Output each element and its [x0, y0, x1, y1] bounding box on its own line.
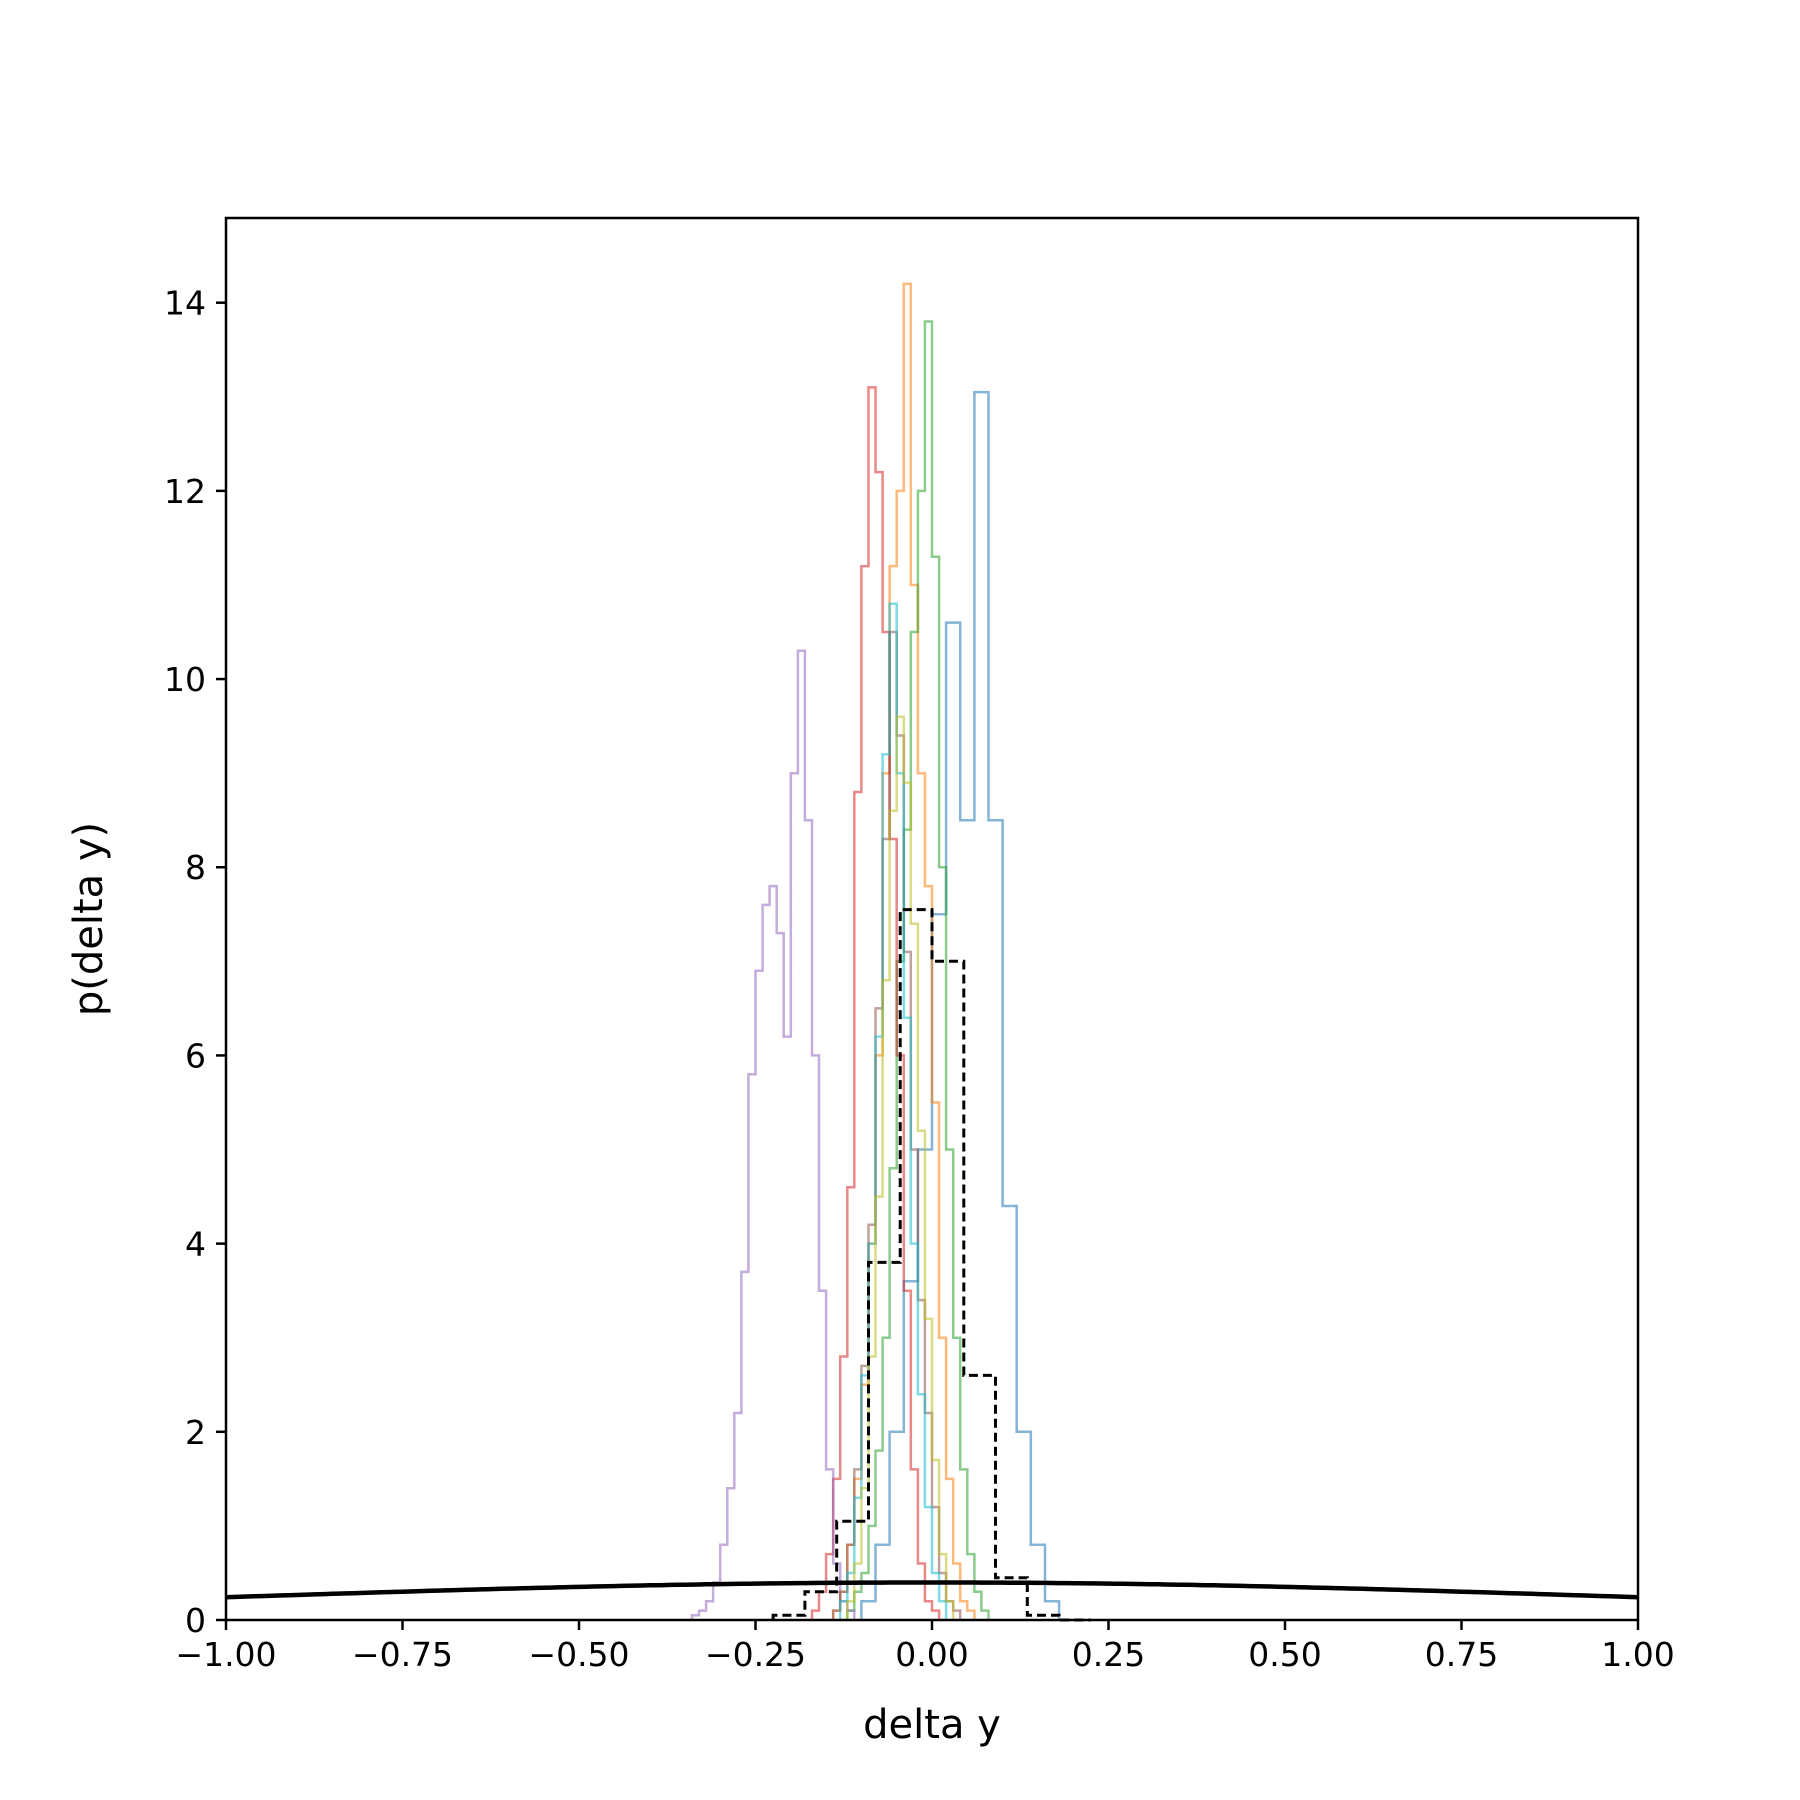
x-tick-label: −1.00	[175, 1635, 276, 1674]
histogram-series-7	[838, 602, 948, 1620]
histogram-series-1	[860, 390, 1061, 1620]
x-tick-label: 0.00	[895, 1635, 968, 1674]
histogram-series-3	[846, 320, 990, 1620]
y-tick-label: 2	[185, 1413, 206, 1452]
y-tick-label: 4	[185, 1225, 206, 1264]
gaussian-curve	[225, 1580, 1639, 1600]
y-tick-label: 14	[164, 284, 206, 323]
x-tick-label: −0.50	[528, 1635, 629, 1674]
y-tick-label: 10	[164, 660, 206, 699]
x-axis-ticks: −1.00 −0.75 −0.50 −0.25 0.00 0.25 0.50 0.75 1.00	[175, 1620, 1675, 1674]
plot-area	[225, 282, 1639, 1622]
y-axis-label: p(delta y)	[66, 822, 112, 1016]
y-axis-ticks: 0 2 4 6 8 10 12 14	[164, 284, 226, 1640]
y-tick-label: 6	[185, 1036, 206, 1075]
y-tick-label: 0	[185, 1601, 206, 1640]
y-tick-label: 12	[164, 472, 206, 511]
x-tick-label: 1.00	[1601, 1635, 1674, 1674]
histogram-series-8	[846, 715, 955, 1620]
y-tick-label: 8	[185, 848, 206, 887]
x-tick-label: 0.75	[1425, 1635, 1498, 1674]
x-axis-label: delta y	[863, 1702, 1001, 1748]
x-tick-label: −0.25	[705, 1635, 806, 1674]
x-tick-label: 0.25	[1072, 1635, 1145, 1674]
x-tick-label: 0.50	[1248, 1635, 1321, 1674]
histogram-series-9	[771, 908, 1091, 1622]
x-tick-label: −0.75	[352, 1635, 453, 1674]
